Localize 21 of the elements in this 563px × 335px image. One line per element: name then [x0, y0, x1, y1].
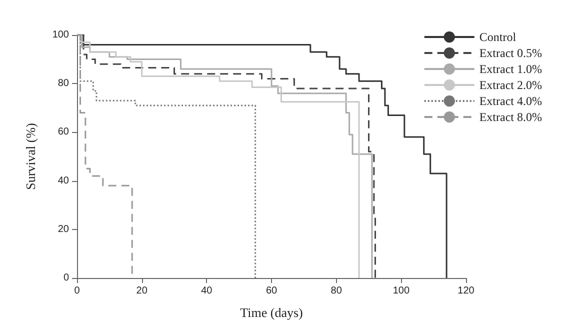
- legend-label: Extract 8.0%: [479, 110, 542, 124]
- x-tick-label: 20: [136, 286, 148, 296]
- y-axis-title: Survival (%): [23, 123, 38, 190]
- x-tick-label: 100: [392, 286, 410, 296]
- legend-label: Control: [479, 30, 517, 44]
- x-tick-label: 80: [330, 286, 342, 296]
- y-tick-label: 0: [63, 272, 70, 284]
- x-tick-label: 40: [201, 286, 213, 296]
- legend-label: Extract 0.5%: [479, 46, 542, 60]
- y-tick-label: 100: [52, 30, 70, 40]
- y-tick-label: 20: [58, 224, 70, 235]
- x-tick-label: 60: [266, 286, 278, 296]
- legend-label: Extract 4.0%: [479, 94, 542, 108]
- y-tick-label: 80: [58, 78, 70, 90]
- x-tick-label: 120: [458, 286, 475, 296]
- legend-label: Extract 2.0%: [479, 78, 542, 92]
- y-tick-label: 40: [58, 175, 70, 186]
- legend-label: Extract 1.0%: [479, 62, 542, 76]
- x-tick-label: 0: [74, 286, 80, 296]
- y-tick-label: 60: [58, 126, 70, 138]
- x-axis-title: Time (days): [240, 305, 303, 320]
